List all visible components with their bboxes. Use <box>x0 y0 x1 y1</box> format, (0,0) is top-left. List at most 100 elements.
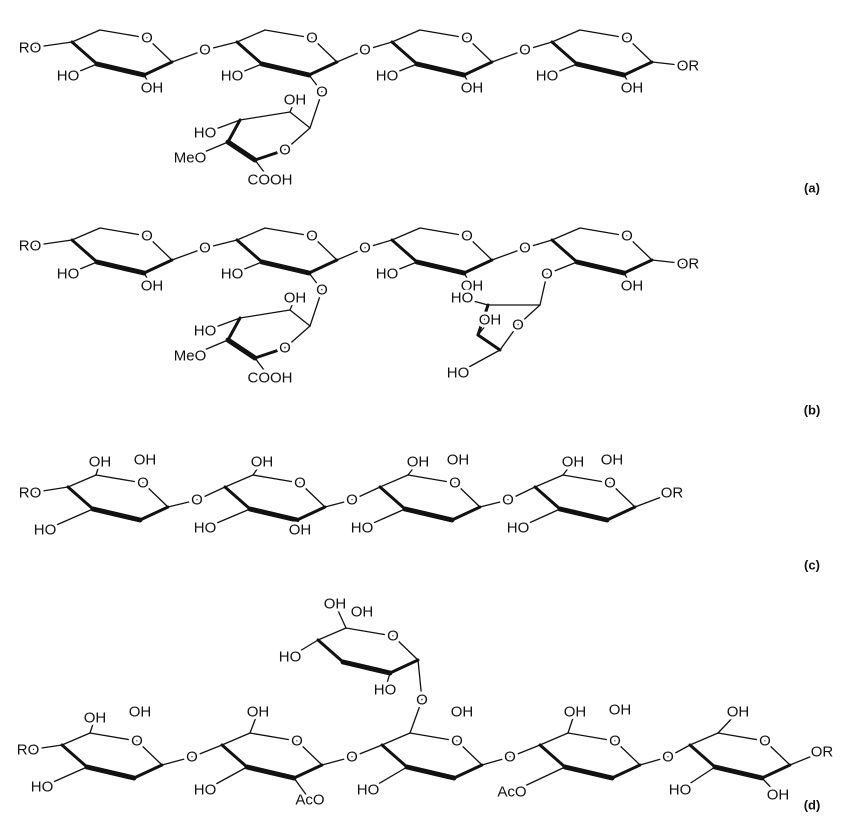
bond <box>237 42 262 64</box>
atom-label: HO <box>194 323 217 340</box>
bond <box>392 240 417 262</box>
atom-label: OH <box>767 787 790 804</box>
atom-label: OH <box>84 710 107 727</box>
atom-label: O <box>279 340 291 357</box>
bond <box>417 64 464 75</box>
panel-label: (c) <box>804 558 820 573</box>
atom-label: OH <box>621 80 644 97</box>
bond <box>253 475 300 483</box>
atom-label: HO <box>57 68 80 85</box>
atom-label: HO <box>221 68 244 85</box>
atom-label: HO <box>376 68 399 85</box>
bond <box>607 507 635 520</box>
atom-label: O <box>141 228 153 245</box>
bond <box>68 487 93 509</box>
bond <box>265 228 312 236</box>
bond <box>100 30 147 38</box>
atom-label: O <box>504 749 516 766</box>
atom-label: OH <box>134 452 157 469</box>
atom-label: O <box>141 30 153 47</box>
bond <box>87 767 134 778</box>
bond <box>265 30 312 38</box>
atom-label: O <box>316 282 328 299</box>
atom-label: O <box>609 733 621 750</box>
bond <box>346 628 393 636</box>
atom-label: OH <box>461 80 484 97</box>
atom-label: OH <box>621 278 644 295</box>
bond <box>552 30 580 42</box>
atom-label: O <box>621 30 633 47</box>
bond <box>382 745 407 767</box>
atom-label: OH <box>129 704 152 721</box>
atom-label: OH <box>451 704 474 721</box>
atom-label: RO <box>19 40 42 57</box>
bond <box>407 767 454 778</box>
bond <box>552 42 577 64</box>
atom-label: O <box>461 30 473 47</box>
bond <box>552 240 577 262</box>
bond <box>762 765 790 778</box>
structure-figure: ROHOOHOOHOOOOHOOHOOHOOHOOROHHOMeOOCOOH(a… <box>0 0 854 821</box>
bond <box>390 660 418 673</box>
atom-label: HO <box>31 779 54 796</box>
atom-label: OH <box>609 702 632 719</box>
bond <box>72 240 97 262</box>
bond <box>690 745 715 767</box>
bond <box>72 42 97 64</box>
bond <box>454 765 482 778</box>
bond <box>62 733 90 745</box>
atom-label: HO <box>507 520 530 537</box>
atom-label: HO <box>34 522 57 539</box>
atom-label: O <box>279 142 291 159</box>
bond <box>93 509 140 520</box>
bond <box>715 767 762 778</box>
bond <box>535 475 563 487</box>
atom-label: HO <box>279 649 302 666</box>
atom-label: OH <box>564 704 587 721</box>
atom-label: OH <box>447 452 470 469</box>
atom-label: OH <box>407 454 430 471</box>
atom-label: OH <box>251 454 274 471</box>
bond <box>540 733 568 745</box>
atom-label: RO <box>19 238 42 255</box>
bond <box>624 260 652 273</box>
bond <box>478 335 500 350</box>
atom-label: OH <box>141 278 164 295</box>
bond <box>392 42 417 64</box>
bond <box>290 112 310 128</box>
bond <box>225 475 253 487</box>
bond <box>318 628 346 640</box>
bond <box>140 507 168 520</box>
atom-label: OR <box>677 256 700 273</box>
bond <box>62 745 87 767</box>
atom-label: OH <box>351 604 374 621</box>
atom-label: HO <box>351 520 374 537</box>
bond <box>237 228 265 240</box>
bond <box>225 487 250 509</box>
bond <box>577 262 624 273</box>
bond <box>262 64 309 75</box>
bond <box>309 62 337 75</box>
bond <box>552 228 580 240</box>
atom-label: O <box>359 240 371 257</box>
bond <box>420 30 467 38</box>
bond <box>68 475 96 487</box>
atom-label: HO <box>194 782 217 799</box>
bond <box>343 662 390 673</box>
atom-label: HO <box>536 68 559 85</box>
atom-label: MeO <box>174 150 207 167</box>
atom-label: O <box>137 475 149 492</box>
page: ROHOOHOOHOOOOHOOHOOHOOHOOROHHOMeOOCOOH(a… <box>0 0 854 821</box>
bond <box>452 507 480 520</box>
bond <box>410 733 457 741</box>
bond <box>540 745 565 767</box>
atom-label: O <box>759 733 771 750</box>
atom-label: O <box>519 42 531 59</box>
bond <box>624 62 652 75</box>
atom-label: OH <box>289 522 312 539</box>
atom-label: OR <box>811 744 834 761</box>
bond <box>580 228 627 236</box>
bond <box>392 228 420 240</box>
bond <box>237 30 265 42</box>
bond <box>144 260 172 273</box>
